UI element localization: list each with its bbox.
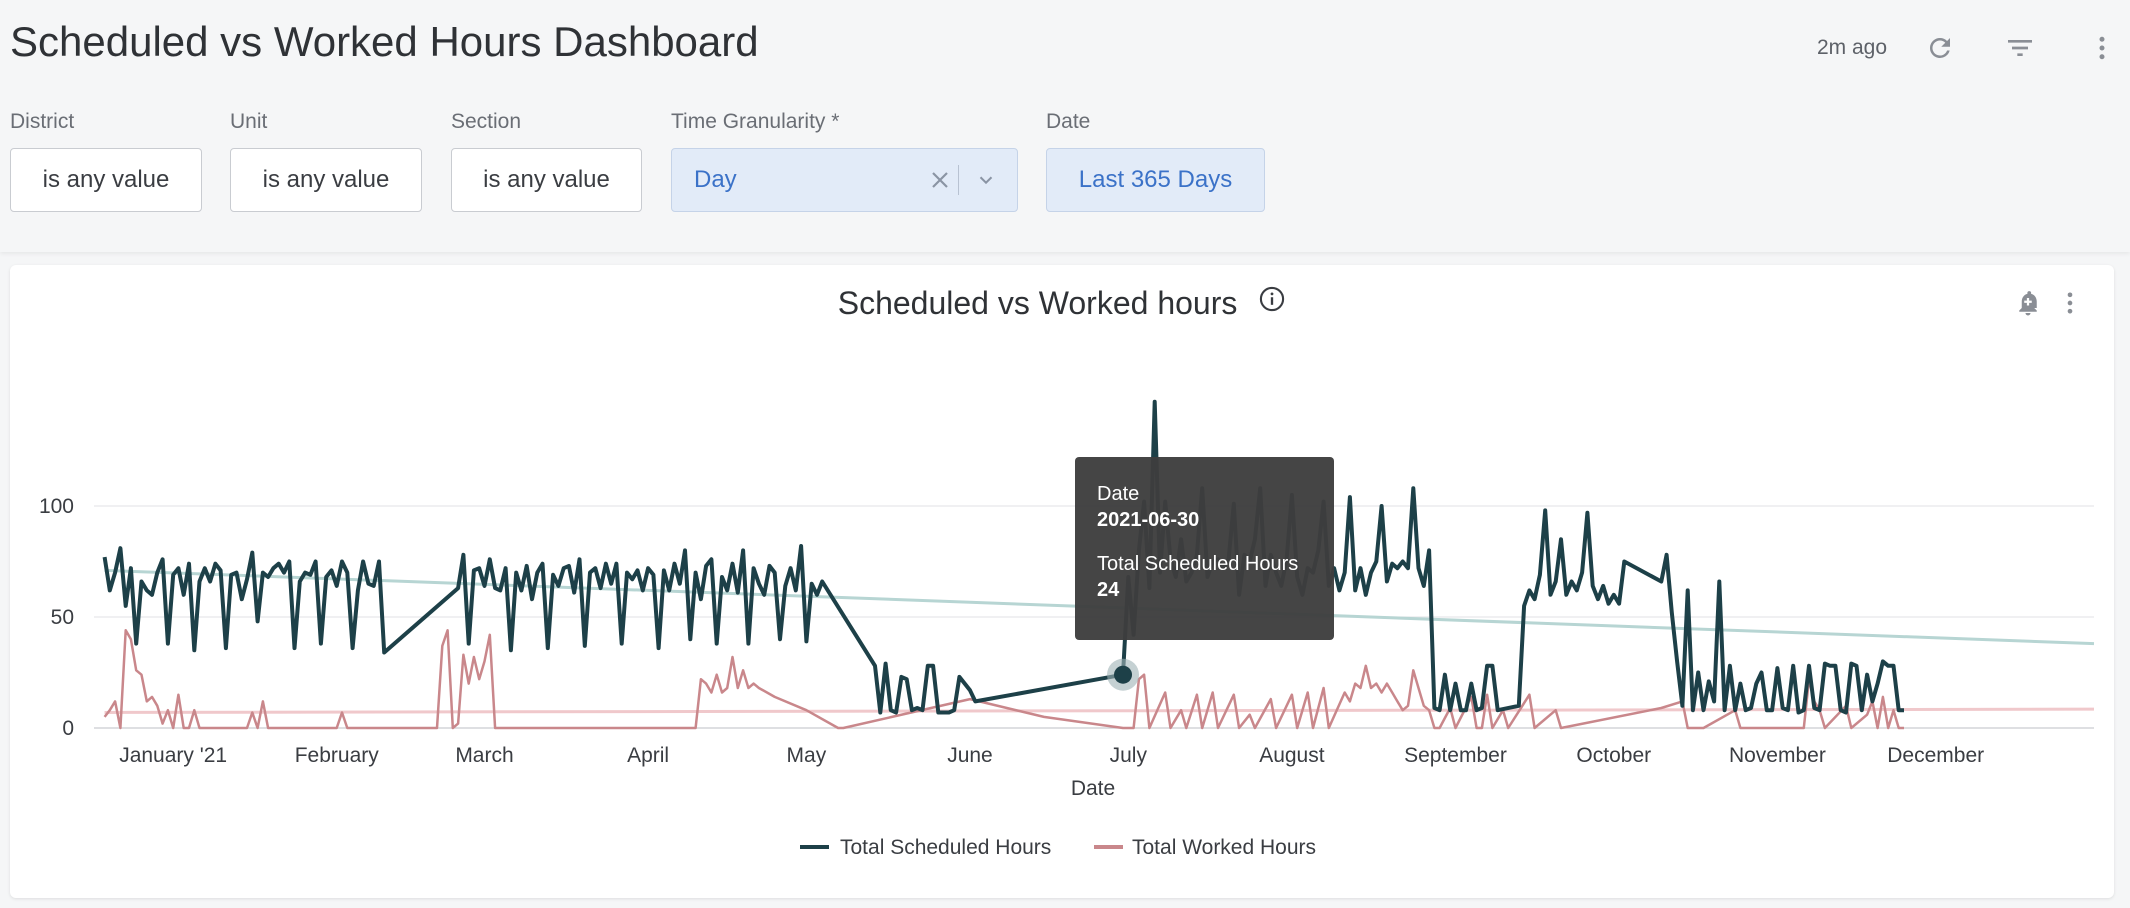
dashboard-header: Scheduled vs Worked Hours Dashboard 2m a… [0, 0, 2130, 252]
date-filter-input[interactable]: Last 365 Days [1046, 148, 1265, 212]
y-tick-label: 100 [39, 495, 74, 518]
select-divider [957, 165, 959, 195]
x-tick-label: March [455, 744, 513, 767]
tooltip-point-marker [1114, 665, 1133, 684]
unit-filter-input[interactable]: is any value [230, 148, 422, 212]
filter-district: District is any value [10, 110, 202, 212]
x-tick-label: September [1404, 744, 1507, 767]
clear-icon[interactable] [925, 165, 955, 195]
chevron-down-icon[interactable] [971, 165, 1001, 195]
section-filter-input[interactable]: is any value [451, 148, 642, 212]
chart-card: Scheduled vs Worked hours 0 50 100 January… [10, 265, 2114, 898]
x-tick-label: May [787, 744, 827, 767]
tooltip-box [1075, 457, 1334, 640]
series-line-worked [103, 629, 1904, 730]
x-axis-ticks: January '21 February March April May June July… [119, 744, 1984, 767]
chart-title: Scheduled vs Worked hours [837, 285, 1238, 321]
filter-date: Date Last 365 Days [1046, 110, 1265, 212]
y-tick-label: 0 [62, 717, 74, 740]
x-tick-label: November [1729, 744, 1826, 767]
x-tick-label: October [1576, 744, 1651, 767]
info-icon[interactable] [1258, 284, 1286, 321]
x-axis-label: Date [1071, 777, 1115, 800]
filter-section: Section is any value [451, 110, 642, 212]
time-granularity-value: Day [694, 166, 737, 193]
y-tick-label: 50 [51, 606, 74, 629]
filter-label: District [10, 110, 75, 133]
legend-label-scheduled[interactable]: Total Scheduled Hours [840, 836, 1051, 859]
chart-tooltip: Date 2021-06-30 Total Scheduled Hours 24 [1075, 457, 1334, 691]
dashboard-title: Scheduled vs Worked Hours Dashboard [10, 18, 759, 65]
x-tick-label: February [295, 744, 380, 767]
y-axis-ticks: 0 50 100 [39, 495, 74, 740]
tooltip-date-label: Date [1097, 483, 1139, 505]
more-vert-icon[interactable] [2082, 28, 2122, 68]
time-granularity-select[interactable]: Day [671, 148, 1018, 212]
x-tick-label: July [1110, 744, 1148, 767]
tooltip-series-value: 24 [1097, 579, 1120, 601]
x-tick-label: April [627, 744, 669, 767]
filter-label: Time Granularity * [671, 110, 840, 133]
filter-label: Section [451, 110, 522, 133]
filter-unit: Unit is any value [230, 110, 422, 212]
add-alert-icon[interactable] [2010, 285, 2046, 321]
legend: Total Scheduled Hours Total Worked Hours [800, 836, 1316, 859]
filter-time-granularity: Time Granularity * Day [671, 110, 1018, 212]
x-tick-label: January '21 [119, 744, 227, 767]
chart-title-row: Scheduled vs Worked hours [10, 285, 2114, 322]
tooltip-series-label: Total Scheduled Hours [1097, 553, 1298, 575]
x-tick-label: June [947, 744, 993, 767]
chart-more-vert-icon[interactable] [2052, 285, 2088, 321]
tooltip-date-value: 2021-06-30 [1097, 509, 1199, 531]
series-lines [102, 399, 1904, 730]
trend-line [104, 707, 2095, 714]
x-tick-label: August [1259, 744, 1325, 767]
filter-label: Date [1046, 110, 1091, 133]
refresh-icon[interactable] [1920, 28, 1960, 68]
filter-icon[interactable] [2000, 28, 2040, 68]
district-filter-input[interactable]: is any value [10, 148, 202, 212]
filter-label: Unit [230, 110, 268, 133]
last-updated-text: 2m ago [1816, 36, 1887, 59]
legend-label-worked[interactable]: Total Worked Hours [1132, 836, 1316, 859]
x-tick-label: December [1887, 744, 1984, 767]
series-line-scheduled [102, 399, 1904, 715]
